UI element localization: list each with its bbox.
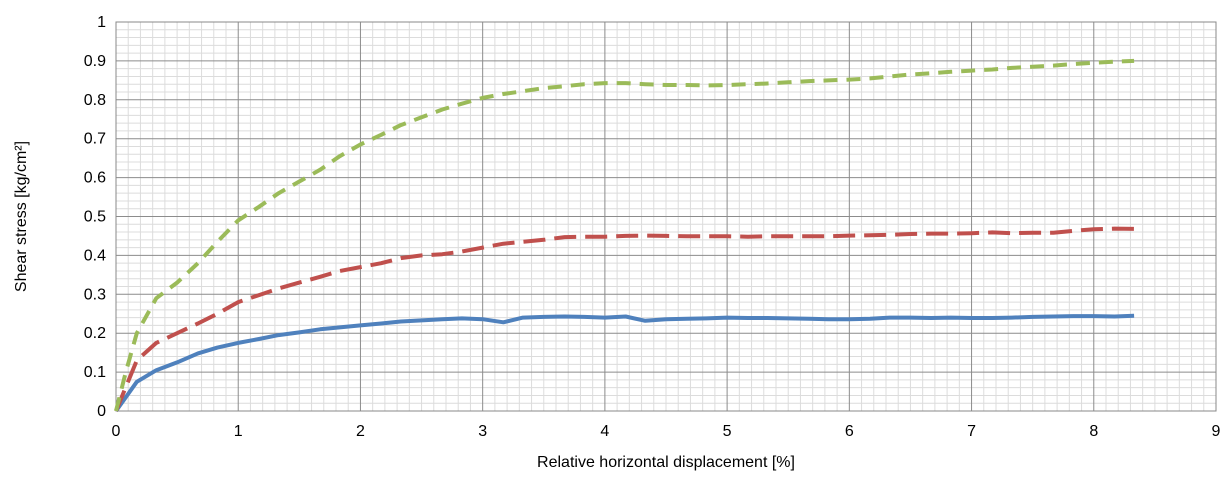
y-tick-label: 0.3	[84, 286, 106, 303]
y-axis-title: Shear stress [kg/cm²]	[13, 141, 30, 292]
y-tick-label: 0.6	[84, 170, 106, 187]
x-tick-label: 1	[234, 423, 243, 440]
series-line-2	[114, 226, 1135, 412]
series-line-1	[114, 313, 1135, 413]
y-tick-label: 0.1	[84, 364, 106, 381]
plot-frame	[115, 21, 1217, 412]
series-line-3	[114, 58, 1135, 412]
x-tick-label: 2	[356, 423, 365, 440]
series-layer	[114, 58, 1135, 413]
y-tick-label: 0.4	[84, 247, 106, 264]
x-tick-label: 7	[967, 423, 976, 440]
x-axis-ticks: 0 1 2 3 4 5 6 7 8 9	[112, 423, 1221, 440]
y-tick-label: 0.9	[84, 53, 106, 70]
y-axis-ticks: 0 0.1 0.2 0.3 0.4 0.5 0.6 0.7 0.8 0.9 1	[84, 14, 106, 420]
x-tick-label: 5	[723, 423, 732, 440]
x-tick-label: 4	[600, 423, 609, 440]
x-tick-label: 8	[1089, 423, 1098, 440]
x-tick-label: 3	[478, 423, 487, 440]
x-tick-label: 6	[845, 423, 854, 440]
y-tick-label: 0.5	[84, 209, 106, 226]
y-tick-label: 1	[97, 14, 106, 31]
y-tick-label: 0.8	[84, 92, 106, 109]
y-tick-label: 0.7	[84, 131, 106, 148]
x-tick-label: 9	[1212, 423, 1221, 440]
y-tick-label: 0	[97, 403, 106, 420]
x-tick-label: 0	[112, 423, 121, 440]
x-axis-title: Relative horizontal displacement [%]	[537, 454, 795, 471]
y-tick-label: 0.2	[84, 325, 106, 342]
major-grid	[116, 22, 1216, 411]
